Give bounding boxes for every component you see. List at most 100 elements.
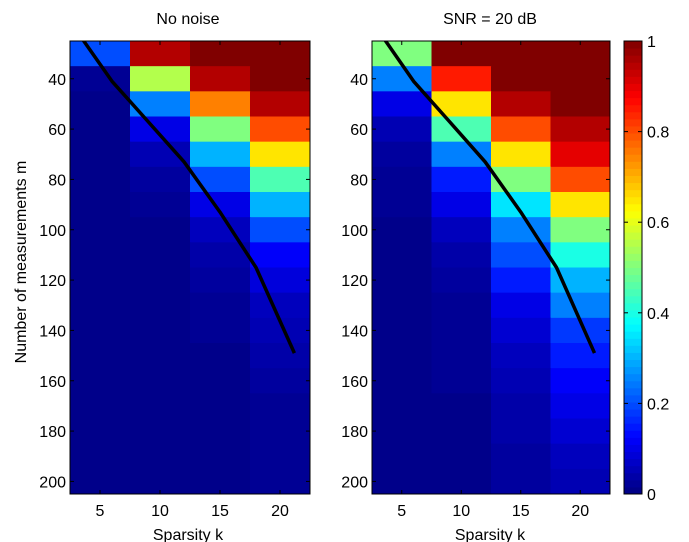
heatmap-cell [130,393,191,419]
heatmap-cell [250,418,311,445]
heatmap-cell [70,217,131,243]
heatmap-cell [250,217,311,243]
y-tick-label: 160 [341,374,368,391]
heatmap-cell [250,141,311,168]
heatmap-cell [372,116,432,143]
heatmap-cell [250,368,311,394]
colorbar-band [624,125,642,134]
heatmap-cell [250,443,311,470]
colorbar-band [624,69,642,77]
x-tick-label: 15 [211,503,229,520]
heatmap-cell [130,267,191,294]
y-axis-label: Number of measurements m [13,161,30,364]
heatmap-cell [70,192,131,218]
heatmap-cell [130,242,191,268]
heatmap-cell [491,418,551,445]
heatmap-cell [491,166,551,193]
heatmap-cell [431,292,492,319]
colorbar-band [624,182,642,191]
plot-frame [371,40,611,495]
heatmap-cell [130,166,191,193]
heatmap-cell [491,443,551,470]
colorbar-band [624,465,642,474]
heatmap-cell [190,368,251,394]
heatmap-cell [130,66,191,92]
colorbar-band [624,387,642,396]
heatmap-cell [550,217,611,243]
colorbar-band [624,366,642,375]
heatmap-cell [491,66,551,92]
heatmap-cell [130,292,191,319]
y-ticks: 40 60 80 100 120 140 160 180 200 [39,72,310,491]
heatmap-cell [130,443,191,470]
y-tick-label: 140 [341,323,368,340]
heatmap-cell [190,393,251,419]
heatmap-cell [550,443,611,470]
colorbar-band [624,359,642,368]
colorbar-band [624,486,642,495]
heatmap-cell [70,242,131,268]
heatmap-cell [70,343,131,369]
colorbar-band [624,55,642,63]
heatmap-cell [431,343,492,369]
heatmap-cell [491,41,551,67]
heatmap-cell [70,267,131,294]
heatmap-cell [190,41,251,67]
heatmap-cell [550,393,611,419]
colorbar-band [624,288,642,297]
x-ticks: 5 10 15 20 [397,41,589,520]
colorbar-band [624,147,642,155]
colorbar-band [624,394,642,403]
heatmap-cell [70,166,131,193]
colorbar-band [624,76,642,84]
heatmap-cell [372,443,432,470]
colorbar-band [624,472,642,481]
colorbar-band [624,352,642,361]
heatmap-cell [431,368,492,394]
heatmap-cell [431,141,492,168]
heatmap-cell [130,141,191,168]
y-ticks: 40 60 80 100 120 140 160 180 200 [341,72,610,491]
colorbar-tick-label: 0.8 [647,125,669,142]
heatmap-cell [491,267,551,294]
colorbar-band [624,48,642,56]
colorbar-band [624,373,642,382]
heatmap-cell [190,141,251,168]
heatmap-cell [70,66,131,92]
heatmap-cell [130,217,191,243]
heatmap-cell [550,418,611,445]
colorbar-band [624,189,642,198]
panel-snr-20db: SNR = 20 dB 5 10 15 20 40 60 80 100 120 140 160 18… [341,11,611,542]
heatmap-cell [70,91,131,117]
heatmap-cell [491,343,551,369]
x-ticks: 5 10 15 20 [96,41,289,520]
heatmap-cell [70,141,131,168]
heatmap-cell [550,292,611,319]
x-tick-label: 5 [397,503,406,520]
heatmap-cell [431,192,492,218]
x-tick-label: 20 [571,503,589,520]
colorbar-band [624,295,642,304]
colorbar-tick-label: 1 [647,34,656,51]
heatmap-cell [491,317,551,344]
colorbar-band [624,267,642,276]
colorbar-frame [623,40,643,495]
colorbar-band [624,97,642,106]
colorbar-band [624,302,642,311]
heatmap-cell [372,393,432,419]
heatmap-cell [550,141,611,168]
y-tick-label: 120 [341,273,368,290]
colorbar-band [624,154,642,162]
heatmap-cell [491,91,551,117]
y-tick-label: 180 [341,424,368,441]
heatmap-cell [190,91,251,117]
heatmap-cell [550,343,611,369]
colorbar-band [624,331,642,339]
colorbar-band [624,168,642,176]
colorbar-band [624,140,642,148]
heatmap-cell [550,242,611,268]
colorbar-band [624,104,642,113]
colorbar-band [624,225,642,233]
threshold-curve [383,41,597,354]
